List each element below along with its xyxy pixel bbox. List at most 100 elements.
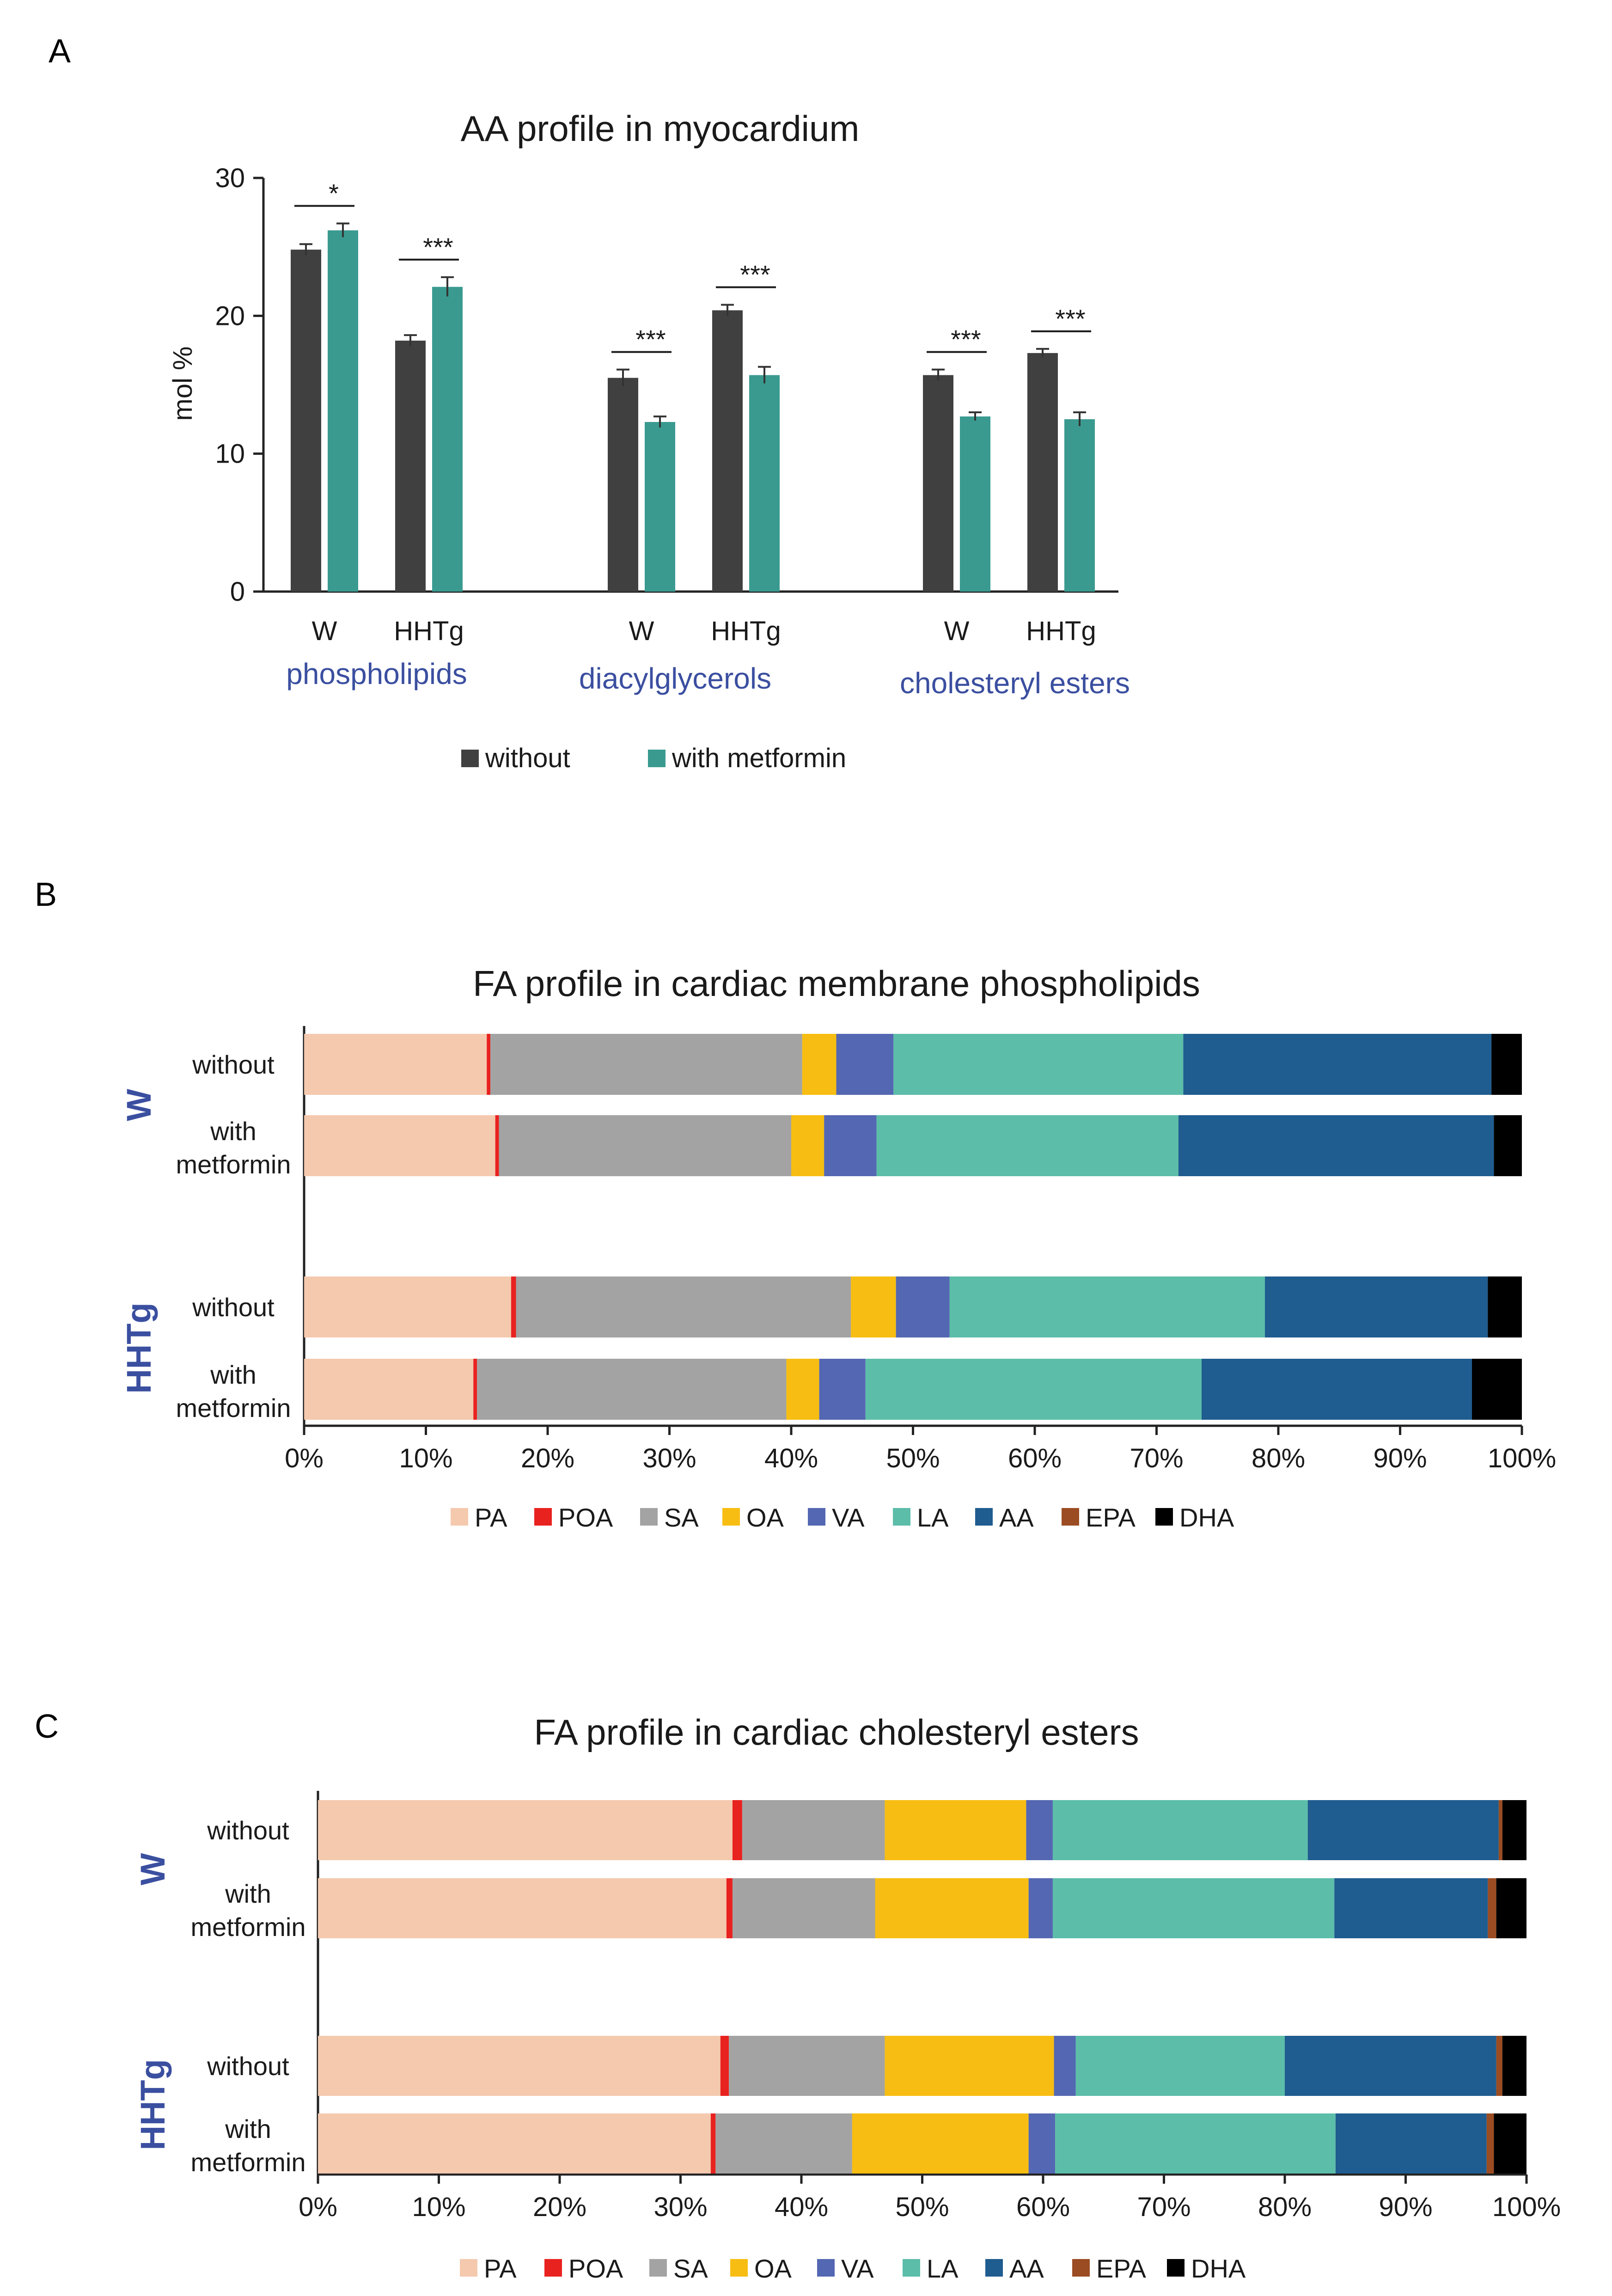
chart-a-significance-stars: *	[329, 178, 339, 208]
chart-c-segment-epa	[1498, 1800, 1502, 1860]
chart-b-plot: 0% 10% 20% 30% 40% 50% 60% 70% 80% 90% 100% without…	[120, 1026, 1556, 1532]
chart-c-x-tick-label: 40%	[775, 2192, 828, 2222]
chart-a-significance-stars: ***	[740, 260, 770, 289]
chart-c-legend-swatch	[730, 2259, 748, 2277]
chart-b-row-label: with metformin	[176, 1117, 291, 1179]
chart-b-segment-va	[836, 1034, 894, 1095]
chart-c-legend-label: EPA	[1096, 2254, 1147, 2283]
chart-c-segment-oa	[852, 2113, 1029, 2174]
chart-b-x-tick-label: 10%	[399, 1443, 452, 1473]
chart-a-legend-swatch	[648, 750, 666, 767]
chart-b-segment-va	[896, 1276, 950, 1337]
chart-c-legend-swatch	[817, 2259, 835, 2277]
chart-c-x-tick-label: 20%	[533, 2192, 586, 2222]
chart-c-legend-swatch	[985, 2259, 1003, 2277]
chart-c-legend-label: LA	[927, 2254, 959, 2283]
chart-a-bar	[291, 250, 321, 592]
chart-a-significance-stars: ***	[951, 325, 981, 354]
chart-a-group-label: cholesteryl esters	[900, 666, 1130, 700]
chart-c-segment-aa	[1335, 2113, 1487, 2174]
chart-b-legend-swatch	[1062, 1508, 1079, 1526]
chart-c-x-tick-label: 30%	[653, 2192, 707, 2222]
chart-b-segment-poa	[495, 1115, 499, 1176]
chart-c-plot: 0% 10% 20% 30% 40% 50% 60% 70% 80% 90% 100% without…	[134, 1791, 1561, 2283]
chart-a-bar	[608, 378, 638, 592]
chart-c-segment-pa	[318, 1800, 733, 1860]
chart-c-legend-swatch	[1167, 2259, 1185, 2277]
chart-c-legend-swatch	[903, 2259, 920, 2277]
chart-c-segment-va	[1026, 1800, 1053, 1860]
chart-a-group-label: diacylglycerols	[579, 662, 771, 695]
chart-c-segment-la	[1052, 1878, 1335, 1938]
chart-c-x-tick-label: 80%	[1258, 2192, 1312, 2222]
chart-c-x-tick-label: 10%	[412, 2192, 465, 2222]
chart-b-segment-poa	[511, 1276, 516, 1337]
chart-b-x-tick-label: 70%	[1130, 1443, 1183, 1473]
chart-c-segment-poa	[720, 2036, 729, 2096]
chart-b-x-tick-label: 0%	[285, 1443, 324, 1473]
chart-c-segment-aa	[1307, 1800, 1499, 1860]
chart-b-segment-aa	[1201, 1359, 1472, 1420]
chart-c-row-label: with metformin	[191, 1879, 306, 1942]
chart-b-group-label: W	[120, 1089, 158, 1121]
chart-c-title: FA profile in cardiac cholesteryl esters	[534, 1712, 1139, 1753]
chart-c-segment-aa	[1334, 1878, 1488, 1938]
panel-a-bar-chart: AA profile in myocardium mol % 0 10 20 30 *…	[168, 108, 1130, 773]
chart-b-segment-sa	[490, 1034, 802, 1095]
chart-a-significance-stars: ***	[1055, 304, 1085, 333]
chart-b-x-tick-label: 20%	[521, 1443, 574, 1473]
chart-a-x-tick-label: HHTg	[711, 616, 781, 646]
chart-c-segment-aa	[1285, 2036, 1496, 2096]
chart-b-legend-swatch	[722, 1508, 740, 1526]
chart-c-x-tick-label: 0%	[299, 2192, 337, 2222]
chart-c-segment-pa	[318, 1878, 727, 1938]
chart-c-row-label: with metformin	[191, 2114, 306, 2177]
chart-c-legend-label: OA	[754, 2254, 792, 2283]
chart-b-segment-oa	[786, 1359, 819, 1420]
chart-b-x-tick-label: 100%	[1488, 1443, 1556, 1473]
chart-b-segment-aa	[1265, 1276, 1488, 1337]
chart-a-bar	[328, 230, 358, 592]
chart-b-legend-label: LA	[917, 1503, 949, 1532]
chart-c-legend-swatch	[1072, 2259, 1090, 2277]
chart-b-x-tick-label: 40%	[764, 1443, 818, 1473]
chart-c-segment-la	[1075, 2036, 1285, 2096]
chart-a-x-tick-label: W	[312, 616, 337, 646]
chart-b-legend-swatch	[893, 1508, 910, 1526]
chart-b-segment-la	[876, 1115, 1178, 1176]
chart-b-segment-dha	[1491, 1034, 1522, 1095]
chart-c-segment-sa	[732, 1878, 875, 1938]
chart-b-segment-oa	[851, 1276, 896, 1337]
chart-c-segment-oa	[885, 2036, 1054, 2096]
chart-b-segment-aa	[1178, 1115, 1494, 1176]
chart-b-segment-dha	[1494, 1115, 1522, 1176]
chart-b-legend-label: EPA	[1086, 1503, 1136, 1532]
chart-b-legend-label: VA	[832, 1503, 865, 1532]
chart-c-segment-sa	[742, 1800, 885, 1860]
chart-b-row-label: without	[192, 1293, 275, 1322]
chart-c-segment-va	[1028, 2113, 1056, 2174]
chart-c-legend-label: AA	[1009, 2254, 1044, 2283]
chart-c-x-tick-label: 70%	[1137, 2192, 1191, 2222]
chart-a-significance-stars: ***	[635, 325, 666, 354]
chart-b-title: FA profile in cardiac membrane phospholi…	[473, 963, 1200, 1004]
chart-c-legend-swatch	[460, 2259, 477, 2277]
chart-b-legend-swatch	[975, 1508, 993, 1526]
chart-a-group-label: phospholipids	[286, 657, 467, 690]
chart-a-bar	[395, 341, 426, 592]
chart-a-bar	[1064, 419, 1095, 592]
chart-a-x-labels: W HHTg W HHTg W HHTg phospholipids diacylglycer…	[286, 616, 1130, 700]
chart-b-segment-pa	[304, 1115, 495, 1176]
chart-b-legend-label: POA	[558, 1503, 613, 1532]
chart-b-x-tick-label: 30%	[642, 1443, 696, 1473]
chart-b-segment-poa	[473, 1359, 477, 1420]
chart-b-legend-label: PA	[475, 1503, 507, 1532]
chart-a-y-tick-label: 10	[215, 439, 245, 469]
chart-b-segment-la	[893, 1034, 1184, 1095]
chart-a-title: AA profile in myocardium	[461, 108, 860, 149]
chart-b-segment-aa	[1183, 1034, 1492, 1095]
chart-c-segment-pa	[318, 2036, 721, 2096]
chart-b-segment-sa	[499, 1115, 791, 1176]
chart-a-x-tick-label: HHTg	[394, 616, 464, 646]
chart-c-segment-sa	[729, 2036, 885, 2096]
